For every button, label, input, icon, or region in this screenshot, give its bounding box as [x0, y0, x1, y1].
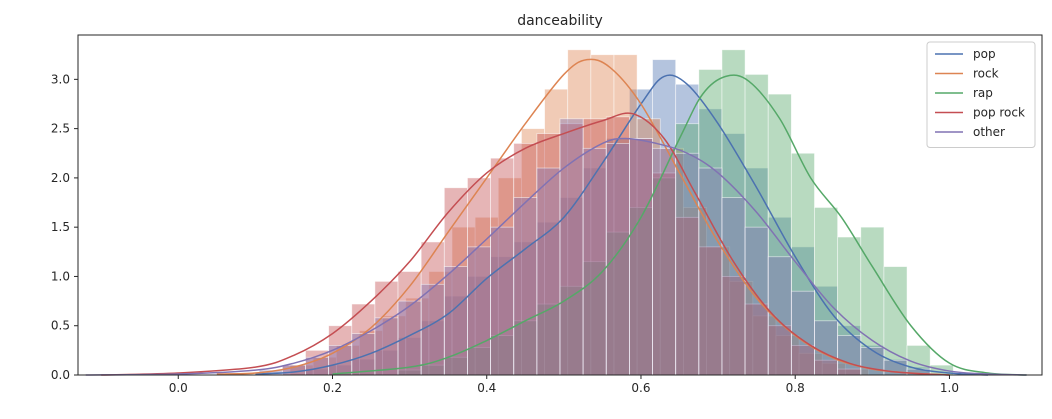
bar-other-8 — [443, 266, 468, 376]
bars-other — [258, 118, 931, 376]
bar-other-23 — [790, 290, 815, 376]
y-tick-label-0: 0.0 — [51, 368, 70, 382]
x-tick-label-4: 0.8 — [786, 381, 805, 395]
bar-other-7 — [420, 283, 445, 376]
legend: pop rock rap pop rock other — [926, 41, 1036, 148]
y-tick-label-2: 1.0 — [51, 269, 70, 283]
x-tick-label-1: 0.2 — [323, 381, 342, 395]
y-tick-label-5: 2.5 — [51, 122, 70, 136]
y-axis-ticks: 0.0 0.5 1.0 1.5 2.0 2.5 3.0 — [51, 72, 78, 382]
bars-rap — [397, 49, 954, 376]
bar-other-22 — [767, 256, 792, 376]
kde-line-pop-rock — [101, 112, 950, 376]
legend-label-rock: rock — [973, 67, 999, 81]
kde-line-other — [85, 137, 1027, 376]
legend-label-pop: pop — [973, 47, 996, 61]
bar-other-14 — [582, 147, 607, 376]
bar-other-20 — [721, 197, 746, 376]
y-tick-label-4: 2.0 — [51, 171, 70, 185]
legend-label-pop-rock: pop rock — [973, 106, 1025, 120]
legend-box — [926, 41, 1036, 148]
bar-other-25 — [837, 335, 862, 376]
kde-line-rap — [332, 74, 1027, 376]
bar-other-9 — [467, 246, 491, 376]
bar-other-15 — [605, 143, 630, 376]
legend-label-rap: rap — [973, 86, 993, 100]
y-tick-label-6: 3.0 — [51, 72, 70, 86]
x-axis-ticks: 0.0 0.2 0.4 0.6 0.8 1.0 — [169, 375, 959, 395]
bar-other-10 — [490, 226, 515, 376]
y-tick-label-1: 0.5 — [51, 319, 70, 333]
histogram-bars — [258, 49, 954, 376]
bar-other-17 — [652, 147, 677, 376]
chart-title: danceability — [517, 13, 603, 29]
x-tick-label-2: 0.4 — [477, 381, 496, 395]
bar-other-24 — [814, 320, 839, 376]
x-tick-label-0: 0.0 — [169, 381, 188, 395]
legend-label-other: other — [973, 125, 1005, 139]
bar-other-16 — [629, 138, 653, 376]
bar-other-19 — [698, 167, 723, 376]
bar-other-21 — [744, 226, 769, 376]
y-tick-label-3: 1.5 — [51, 220, 70, 234]
bar-other-11 — [513, 197, 538, 376]
x-tick-label-3: 0.6 — [631, 381, 650, 395]
bar-other-12 — [536, 167, 561, 376]
kde-lines — [85, 58, 1027, 376]
plot-frame — [77, 34, 1043, 376]
x-tick-label-5: 1.0 — [940, 381, 959, 395]
